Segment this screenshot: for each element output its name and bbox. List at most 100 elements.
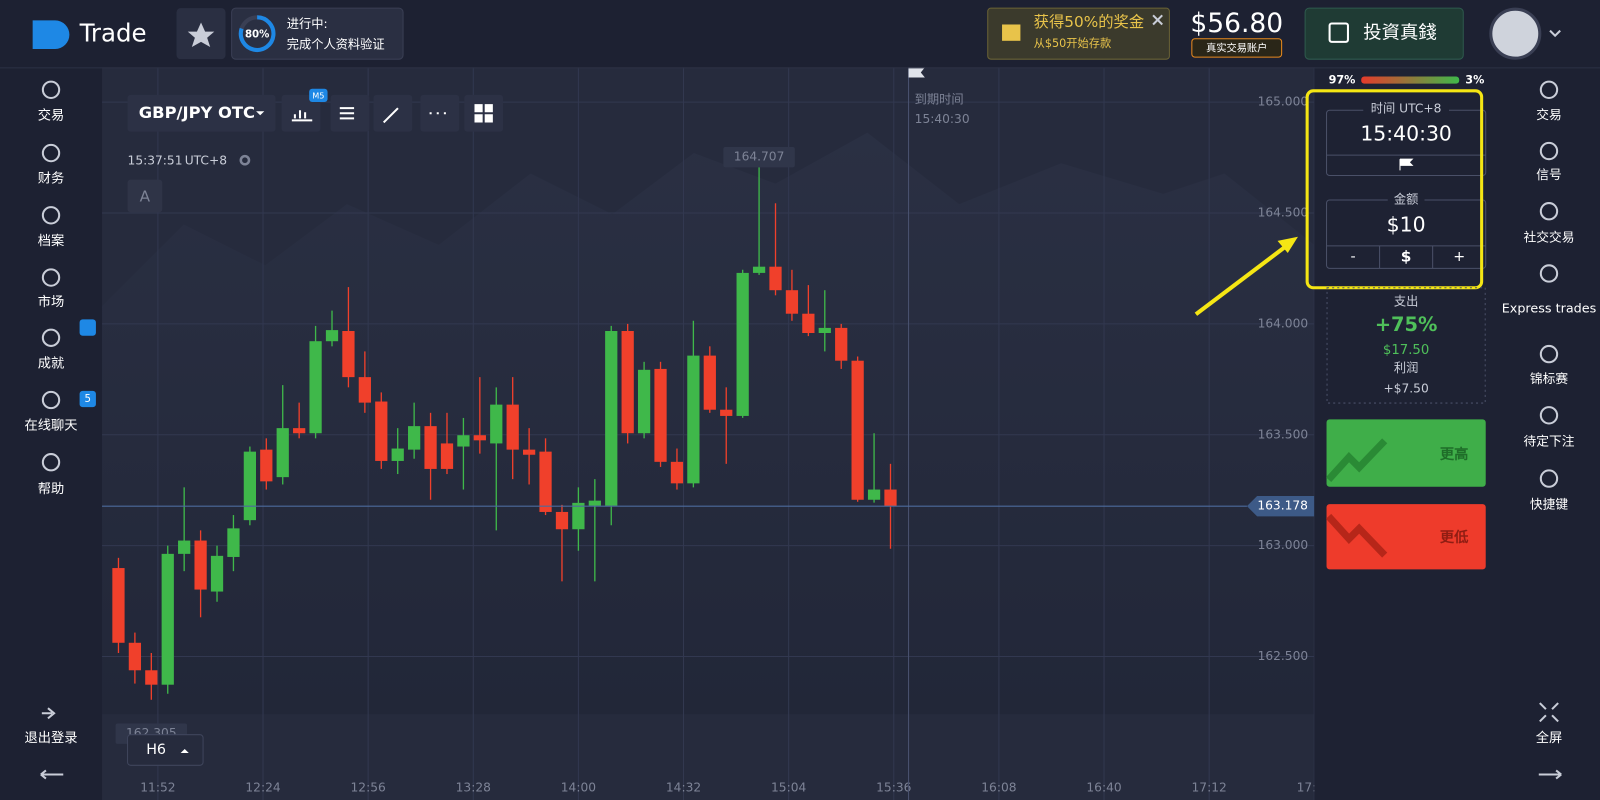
more-button[interactable] — [420, 94, 460, 132]
candle-body — [112, 568, 125, 643]
nav-badge: 5 — [85, 394, 91, 405]
candle-body — [572, 502, 585, 530]
collapse-right[interactable] — [1538, 769, 1562, 780]
candle-body — [802, 313, 815, 334]
drawing-mode-button[interactable] — [127, 179, 163, 213]
lower-icon — [1325, 513, 1388, 558]
current-price: 163.178 — [1257, 499, 1308, 513]
highlight-arrowhead — [1277, 236, 1298, 254]
profit-amount: +$7.50 — [1383, 381, 1428, 395]
nav-label[interactable]: 成就 — [38, 355, 65, 371]
candle-body — [522, 449, 536, 455]
drawing-mode: A — [140, 187, 151, 205]
period-selector[interactable] — [127, 734, 204, 766]
x-tick-label: 15:04 — [771, 780, 806, 794]
bonus-close[interactable] — [1152, 14, 1163, 26]
higher-label: 更高 — [1440, 445, 1469, 463]
nav-label[interactable]: 锦标赛 — [1530, 371, 1568, 387]
nav-label[interactable]: 财务 — [38, 171, 65, 187]
candle-body — [276, 428, 289, 478]
nav-label[interactable]: 在线聊天 — [25, 418, 78, 434]
nav-icon — [41, 453, 61, 472]
logout-icon[interactable] — [41, 707, 56, 720]
x-tick-label: 16:08 — [981, 780, 1016, 794]
avatar-caret[interactable] — [1549, 29, 1561, 38]
nav-label[interactable]: 社交交易 — [1523, 229, 1574, 245]
nav-label[interactable]: 信号 — [1536, 168, 1562, 183]
candle-body — [145, 670, 158, 685]
real-money-button[interactable] — [1304, 7, 1464, 60]
payout-label: 支出 — [1394, 295, 1418, 309]
candle-body — [851, 360, 864, 500]
amount-minus[interactable]: - — [1350, 249, 1355, 265]
amount-value: $10 — [1387, 213, 1426, 237]
higher-button[interactable] — [1326, 419, 1486, 487]
candle-body — [621, 331, 634, 434]
avatar[interactable] — [1489, 7, 1542, 60]
candle-body — [178, 540, 191, 554]
collapse-left[interactable] — [40, 769, 64, 780]
candle-body — [588, 500, 601, 506]
candle-body — [473, 435, 486, 441]
x-tick-label: 13:28 — [456, 780, 491, 794]
candle-body — [506, 404, 519, 450]
nav-label[interactable]: 交易 — [1536, 107, 1562, 123]
nav-label[interactable]: Express trades — [1502, 302, 1597, 317]
mountain-backdrop — [102, 132, 1315, 715]
logout-label[interactable]: 退出登录 — [25, 730, 78, 746]
y-tick-label: 163.500 — [1258, 427, 1309, 441]
account-type: 真实交易账户 — [1206, 41, 1267, 54]
toolbar-icons — [291, 107, 446, 124]
amount-label-bg — [1387, 192, 1425, 208]
pair-name: GBP/JPY OTC — [139, 103, 255, 122]
time-label-bg — [1363, 102, 1449, 117]
layout-button[interactable] — [464, 94, 504, 132]
bonus-card[interactable] — [987, 7, 1170, 60]
nav-icon — [41, 80, 61, 99]
account-type-badge[interactable] — [1191, 38, 1283, 58]
nav-label[interactable]: 待定下注 — [1523, 434, 1574, 449]
fullscreen-label[interactable]: 全屏 — [1536, 729, 1563, 746]
higher-icon — [1325, 438, 1388, 482]
nav-icon — [1539, 406, 1559, 425]
y-tick-label: 163.000 — [1258, 538, 1309, 552]
candle-body — [325, 330, 339, 342]
nav-label[interactable]: 交易 — [38, 106, 65, 123]
candle-body — [375, 401, 388, 461]
lower-button[interactable] — [1326, 504, 1486, 570]
candle-body — [194, 540, 207, 590]
pair-selector[interactable] — [127, 94, 276, 132]
nav-label[interactable]: 市场 — [38, 293, 65, 310]
fullscreen-icon[interactable] — [1539, 702, 1559, 723]
profit-label: 利润 — [1394, 361, 1418, 375]
candle-body — [128, 642, 142, 671]
candle-body — [835, 327, 848, 361]
payout-percent: +75% — [1375, 313, 1438, 336]
candle-body — [490, 404, 503, 444]
gift-icon — [1002, 24, 1021, 41]
settings-icon[interactable] — [239, 154, 251, 166]
bonus-title: 获得50%的奖金 — [1034, 13, 1145, 31]
nav-label[interactable]: 档案 — [38, 233, 65, 249]
candle-body — [654, 368, 667, 462]
candle-body — [670, 461, 684, 484]
bonus-subtitle: 从$50开始存款 — [1034, 36, 1112, 50]
nav-label[interactable]: 帮助 — [38, 481, 65, 497]
time-label: 时间 UTC+8 — [1371, 102, 1442, 116]
nav-icon — [41, 328, 61, 347]
nav-label[interactable]: 快捷键 — [1530, 498, 1568, 513]
timeframe-badge: M5 — [312, 90, 324, 100]
candle-body — [342, 331, 355, 378]
y-tick-label: 162.500 — [1258, 649, 1309, 663]
amount-plus[interactable]: + — [1453, 249, 1465, 265]
pair-caret — [256, 111, 265, 116]
progress-card[interactable] — [231, 7, 404, 60]
progress-percent: 80% — [245, 30, 269, 41]
expiry-flag-icon[interactable] — [1399, 158, 1414, 171]
candle-body — [818, 327, 831, 334]
lower-label: 更低 — [1440, 528, 1469, 546]
real-money-label: 投資真錢 — [1363, 23, 1436, 44]
chart-area: 165.000 164.500 164.000 163.500 163.000 162.5… — [102, 67, 1332, 800]
trade-panel: 97% 3% 时间 UTC+8 15:40:30 金额 $10 - $ + 支出… — [1194, 74, 1487, 570]
amount-currency[interactable]: $ — [1401, 248, 1412, 266]
